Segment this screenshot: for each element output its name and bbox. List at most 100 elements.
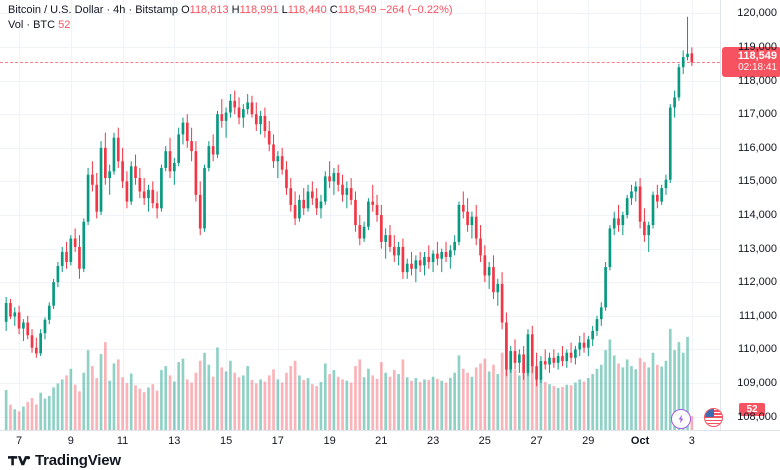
candle-body xyxy=(211,146,215,155)
candle-body xyxy=(254,114,258,125)
candle-body xyxy=(483,255,487,276)
candle-body xyxy=(444,251,448,257)
volume-bar xyxy=(138,388,142,430)
volume-bar xyxy=(470,376,474,430)
price-axis[interactable]: 118,549 02:18:41 52 120,000 119,000 118,00… xyxy=(720,0,780,430)
time-axis[interactable]: 7 9 11 13 15 17 19 21 23 25 27 29 Oct 3 xyxy=(0,430,780,453)
chart-plot-area[interactable] xyxy=(0,0,720,430)
candle-body xyxy=(668,107,672,180)
candle-body xyxy=(505,322,508,370)
volume-bar xyxy=(423,379,426,430)
candle-body xyxy=(181,122,185,135)
candle-body xyxy=(539,361,543,380)
volume-bar xyxy=(99,354,103,430)
volume-bar xyxy=(466,372,469,430)
volume-bar xyxy=(634,369,638,430)
volume-bar xyxy=(444,382,448,430)
candle-body xyxy=(630,191,633,199)
volume-bar xyxy=(530,360,534,430)
volume-bar xyxy=(173,381,176,430)
volume-bar xyxy=(664,360,668,430)
volume-bar xyxy=(319,382,323,430)
time-axis-tick: 23 xyxy=(426,435,440,447)
price-axis-tick: 109,000 xyxy=(737,377,777,389)
gridline-horizontal xyxy=(0,416,720,418)
volume-bar xyxy=(474,367,478,430)
volume-bar xyxy=(259,379,262,430)
candle-body xyxy=(95,184,99,212)
volume-bar xyxy=(608,339,612,430)
candle-body xyxy=(487,267,491,276)
candle-body xyxy=(280,156,284,170)
candle-body xyxy=(474,216,478,239)
candle-body xyxy=(690,53,694,63)
candle-body xyxy=(466,211,469,226)
tradingview-logo-icon xyxy=(8,455,30,465)
volume-bar xyxy=(254,383,258,430)
volume-bar xyxy=(643,362,646,430)
volume-bar xyxy=(332,370,336,430)
us-flag-icon[interactable] xyxy=(704,408,723,427)
gridline-vertical xyxy=(536,0,538,430)
candle-body xyxy=(341,184,344,195)
volume-bar xyxy=(630,366,633,430)
candle-body xyxy=(405,263,409,273)
volume-bar xyxy=(203,352,206,430)
candle-body xyxy=(384,235,387,242)
candle-body xyxy=(582,342,586,348)
time-axis-tick: Oct xyxy=(630,435,650,447)
volume-bar xyxy=(457,355,461,430)
candle-body xyxy=(410,263,413,269)
gridline-horizontal xyxy=(0,47,720,48)
volume-bar xyxy=(272,369,275,430)
volume-bar xyxy=(548,384,551,430)
volume-bar xyxy=(323,363,327,430)
gridline-vertical xyxy=(691,0,693,430)
candle-body xyxy=(578,342,582,350)
volume-bar xyxy=(569,385,573,430)
volume-bar xyxy=(237,377,241,430)
volume-bar xyxy=(625,359,629,430)
volume-bar xyxy=(561,386,564,430)
candle-body xyxy=(73,238,77,247)
volume-bar xyxy=(155,390,159,430)
candle-body xyxy=(336,173,340,185)
volume-bar xyxy=(681,352,685,430)
candle-body xyxy=(147,189,150,199)
candle-body xyxy=(272,144,275,162)
bar-countdown: 02:18:41 xyxy=(738,62,777,74)
volume-bar xyxy=(668,328,672,430)
gridline-horizontal xyxy=(0,181,720,183)
candle-body xyxy=(664,179,668,189)
volume-bar xyxy=(349,382,353,430)
gridline-vertical xyxy=(122,0,124,430)
gridline-vertical xyxy=(484,0,486,430)
volume-bar xyxy=(250,379,254,430)
candle-body xyxy=(371,201,375,205)
candle-body xyxy=(246,102,249,110)
candle-body xyxy=(677,67,681,98)
volume-bar xyxy=(129,373,133,430)
price-axis-tick: 115,000 xyxy=(738,175,777,188)
candle-body xyxy=(47,305,51,320)
candle-body xyxy=(651,194,655,226)
candle-body xyxy=(625,198,629,215)
candle-body xyxy=(388,235,392,247)
volume-bar xyxy=(108,380,111,430)
candle-body xyxy=(173,162,176,172)
candle-body xyxy=(453,241,456,251)
candle-body xyxy=(78,246,81,269)
time-axis-tick: 11 xyxy=(116,435,129,447)
volume-bar xyxy=(543,382,547,430)
volume-bar xyxy=(233,372,237,430)
volume-bar xyxy=(582,381,586,430)
volume-bar xyxy=(181,358,185,430)
candle-body xyxy=(440,251,444,259)
candle-body xyxy=(134,166,137,179)
time-axis-tick: 9 xyxy=(67,435,74,447)
volume-bar xyxy=(56,383,60,430)
time-axis-tick: 29 xyxy=(582,435,595,447)
gridline-horizontal xyxy=(0,349,720,351)
sparkle-lightning-icon[interactable] xyxy=(671,409,691,429)
time-axis-tick: 3 xyxy=(688,435,695,447)
